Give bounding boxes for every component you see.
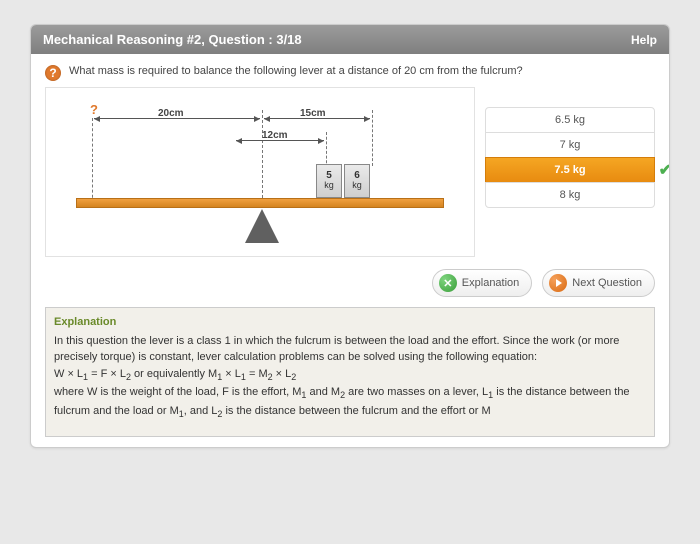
question-icon: ?	[45, 65, 61, 81]
button-label: Explanation	[462, 277, 520, 289]
x-icon: ✕	[439, 274, 457, 292]
action-buttons: ✕ Explanation Next Question	[31, 265, 669, 307]
content-body: 20cm 15cm 12cm ? 5 kg 6 kg 6.5 kg 7 kg 7…	[31, 87, 669, 265]
explanation-button[interactable]: ✕ Explanation	[432, 269, 533, 297]
dim-label-1: 20cm	[158, 108, 184, 119]
button-label: Next Question	[572, 277, 642, 289]
panel-header: Mechanical Reasoning #2, Question : 3/18…	[31, 25, 669, 54]
question-text: What mass is required to balance the fol…	[69, 64, 523, 81]
answer-option[interactable]: 8 kg	[485, 182, 655, 208]
answer-option-selected[interactable]: 7.5 kg ✔	[485, 157, 655, 183]
explanation-body: In this question the lever is a class 1 …	[54, 333, 646, 422]
dim-label-3: 12cm	[262, 130, 288, 141]
weight-block-1: 5 kg	[316, 164, 342, 198]
answer-option[interactable]: 7 kg	[485, 132, 655, 158]
next-question-button[interactable]: Next Question	[542, 269, 655, 297]
lever-bar	[76, 198, 444, 208]
dim-label-2: 15cm	[300, 108, 326, 119]
header-title: Mechanical Reasoning #2, Question : 3/18	[43, 32, 302, 47]
dash-line	[372, 110, 373, 166]
unknown-marker: ?	[90, 102, 98, 117]
dash-line	[262, 110, 263, 198]
question-panel: Mechanical Reasoning #2, Question : 3/18…	[30, 24, 670, 448]
dash-line	[92, 118, 93, 208]
correct-check-icon: ✔	[659, 160, 670, 180]
play-icon	[549, 274, 567, 292]
explanation-heading: Explanation	[54, 314, 646, 331]
question-row: ? What mass is required to balance the f…	[31, 54, 669, 87]
weight-unit: kg	[352, 180, 362, 190]
answer-list: 6.5 kg 7 kg 7.5 kg ✔ 8 kg	[485, 87, 655, 257]
dash-line	[326, 132, 327, 168]
weight-block-2: 6 kg	[344, 164, 370, 198]
weight-unit: kg	[324, 180, 334, 190]
fulcrum	[245, 209, 279, 243]
help-link[interactable]: Help	[631, 33, 657, 47]
answer-label: 7.5 kg	[554, 164, 585, 176]
lever-diagram: 20cm 15cm 12cm ? 5 kg 6 kg	[45, 87, 475, 257]
explanation-panel[interactable]: Explanation In this question the lever i…	[45, 307, 655, 437]
answer-option[interactable]: 6.5 kg	[485, 107, 655, 133]
